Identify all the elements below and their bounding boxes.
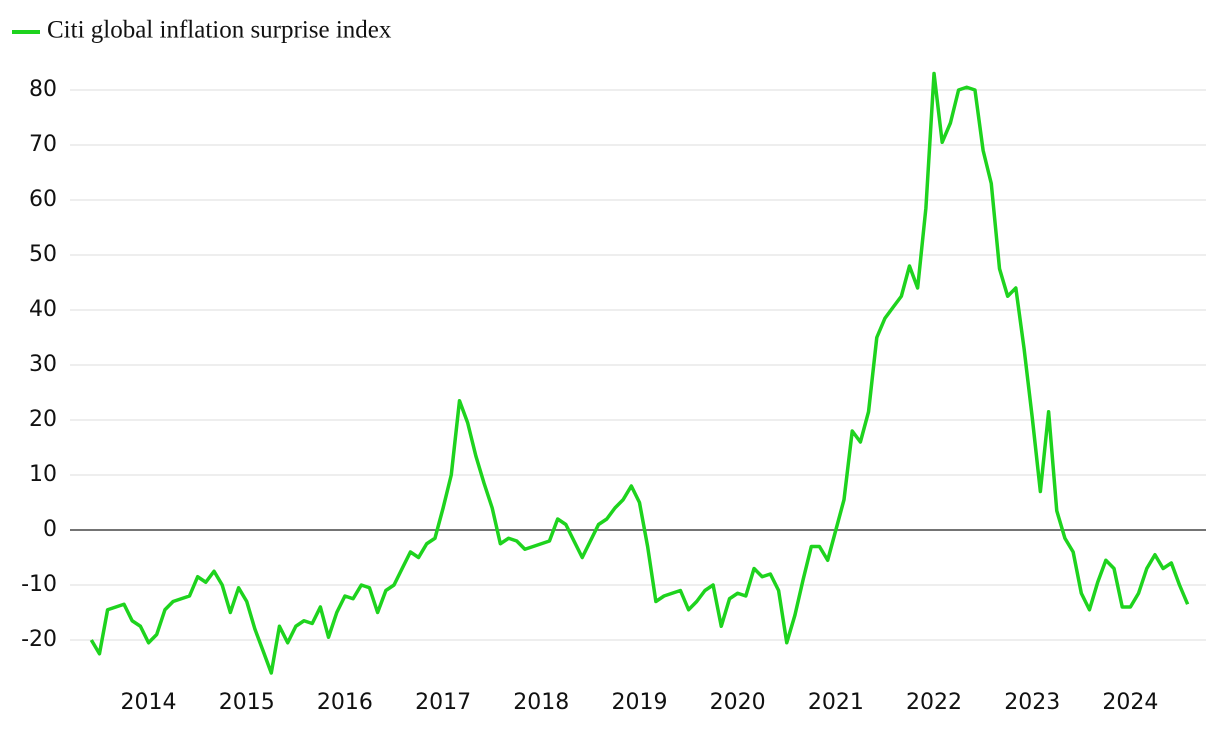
y-tick-label: 20 <box>29 407 57 432</box>
x-tick-label: 2018 <box>513 690 569 715</box>
series-line <box>89 71 1190 675</box>
grid <box>70 89 1206 641</box>
y-tick-label: 50 <box>29 242 57 267</box>
y-tick-label: 40 <box>29 297 57 322</box>
y-tick-label: 60 <box>29 187 57 212</box>
x-tick-label: 2015 <box>219 690 275 715</box>
legend: Citi global inflation surprise index <box>12 17 392 44</box>
legend-label: Citi global inflation surprise index <box>47 17 392 44</box>
x-tick-label: 2023 <box>1004 690 1060 715</box>
y-tick-label: 70 <box>29 132 57 157</box>
x-tick-label: 2021 <box>808 690 864 715</box>
y-tick-label: 30 <box>29 352 57 377</box>
x-tick-label: 2022 <box>906 690 962 715</box>
y-tick-label: 0 <box>43 517 57 542</box>
y-tick-label: -10 <box>21 572 57 597</box>
x-tick-label: 2024 <box>1102 690 1158 715</box>
x-tick-label: 2017 <box>415 690 471 715</box>
x-tick-label: 2016 <box>317 690 373 715</box>
x-tick-label: 2020 <box>710 690 766 715</box>
y-tick-label: 10 <box>29 462 57 487</box>
x-tick-label: 2014 <box>121 690 177 715</box>
x-tick-label: 2019 <box>611 690 667 715</box>
y-tick-label: -20 <box>21 627 57 652</box>
y-tick-label: 80 <box>29 77 57 102</box>
